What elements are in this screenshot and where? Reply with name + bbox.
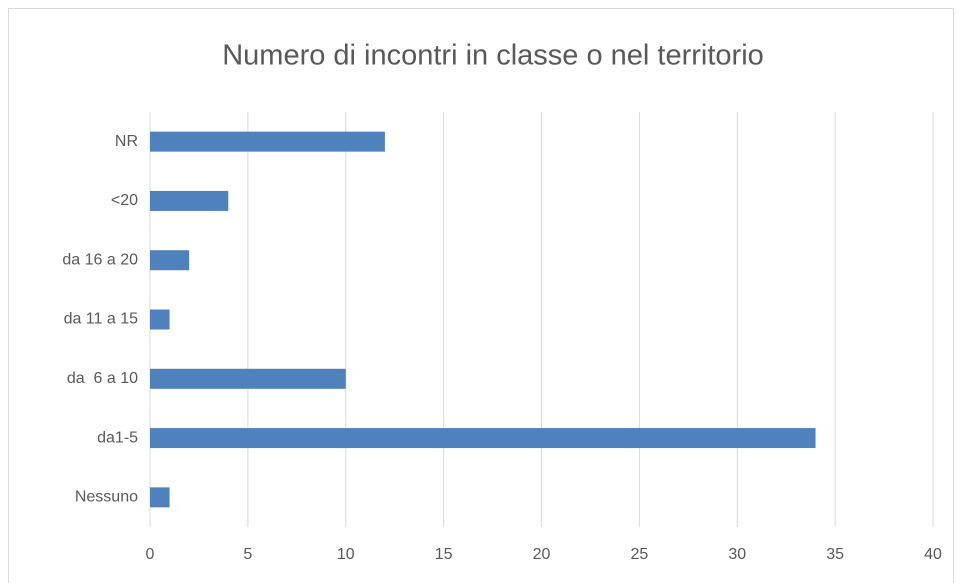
y-tick-label: <20 <box>111 192 138 209</box>
x-tick-label: 25 <box>630 546 648 563</box>
bar <box>150 368 346 389</box>
y-tick-label: da 16 a 20 <box>62 251 138 268</box>
bar <box>150 428 816 449</box>
bar <box>150 487 170 508</box>
chart-border <box>8 8 954 583</box>
x-tick-label: 20 <box>533 546 551 563</box>
x-tick-label: 0 <box>146 546 155 563</box>
bar <box>150 131 385 152</box>
chart-title: Numero di incontri in classe o nel terri… <box>222 40 764 72</box>
x-tick-label: 40 <box>924 546 942 563</box>
x-tick-label: 35 <box>826 546 844 563</box>
bar <box>150 250 190 271</box>
x-tick-label: 15 <box>435 546 453 563</box>
y-tick-label: da 11 a 15 <box>64 311 139 328</box>
x-tick-label: 10 <box>337 546 355 563</box>
y-tick-label: da1-5 <box>97 429 138 446</box>
y-tick-label: Nessuno <box>75 489 138 506</box>
y-tick-label: da 6 a 10 <box>67 370 138 387</box>
y-tick-label: NR <box>115 133 138 150</box>
x-tick-label: 5 <box>243 546 252 563</box>
x-tick-label: 30 <box>728 546 746 563</box>
bar <box>150 190 229 211</box>
bar <box>150 309 170 330</box>
